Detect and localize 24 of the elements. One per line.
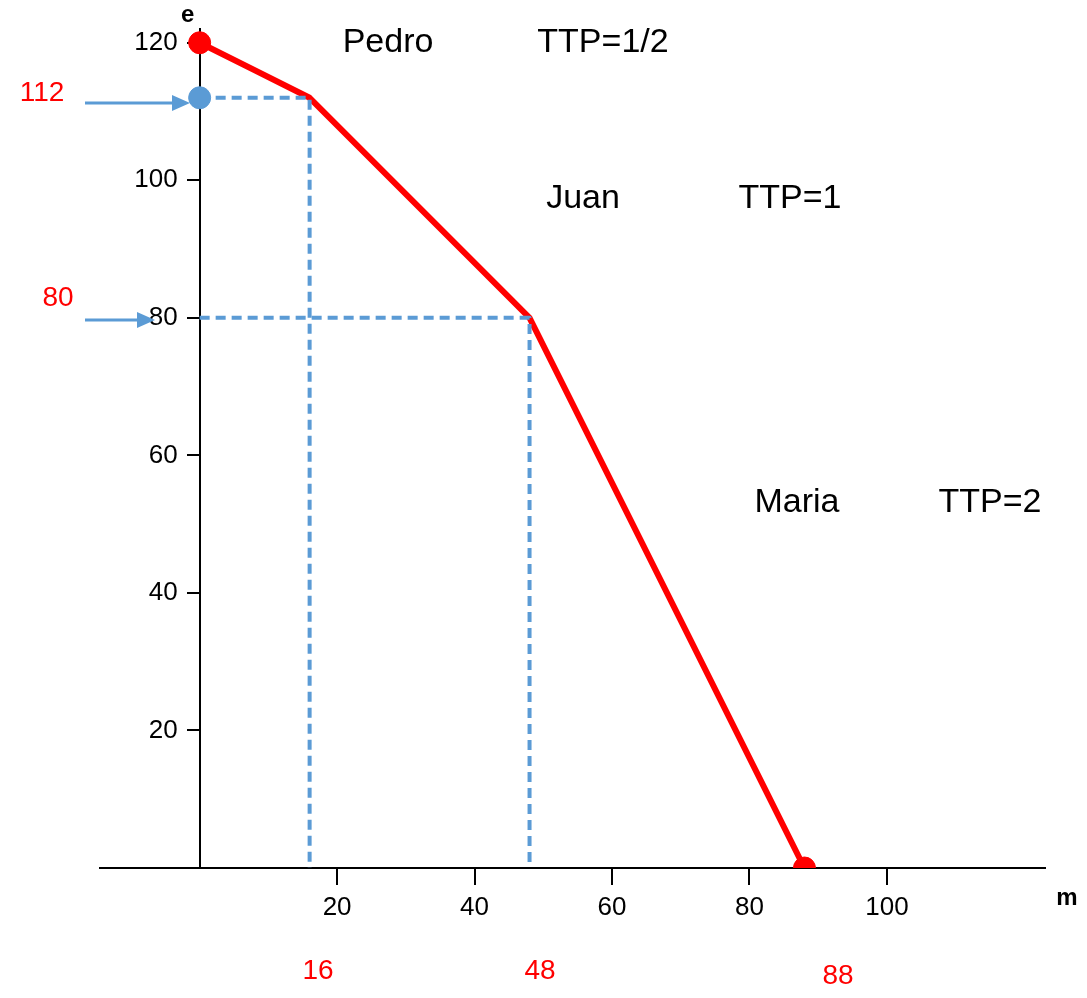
text: 112	[19, 76, 65, 107]
x-axis-title: m	[1056, 882, 1078, 910]
y-tick-label: 60	[148, 438, 178, 469]
annotation: Maria	[754, 481, 840, 519]
text: 88	[822, 959, 854, 990]
y-tick-label: 120	[134, 25, 178, 56]
y-tick-label: 40	[148, 576, 178, 607]
y-tick-label: 80	[148, 301, 178, 332]
text: 16	[302, 954, 334, 985]
annotation: TTP=1	[738, 177, 842, 215]
x-tick-label: 80	[735, 890, 764, 921]
x-tick-label: 20	[322, 890, 352, 921]
annotation: Juan	[546, 177, 620, 215]
y-tick-label: 100	[134, 163, 178, 194]
annotation: TTP=2	[938, 481, 1042, 519]
x-tick-label: 40	[460, 890, 490, 921]
x-tick-label: 60	[597, 890, 627, 921]
annotation: Pedro	[342, 21, 434, 59]
text: 48	[524, 954, 556, 985]
text: 80	[42, 281, 74, 312]
annotation: TTP=1/2	[537, 21, 669, 59]
y-axis-title: e	[180, 0, 195, 27]
y-tick-label: 20	[148, 713, 178, 744]
x-tick-label: 100	[865, 890, 909, 921]
